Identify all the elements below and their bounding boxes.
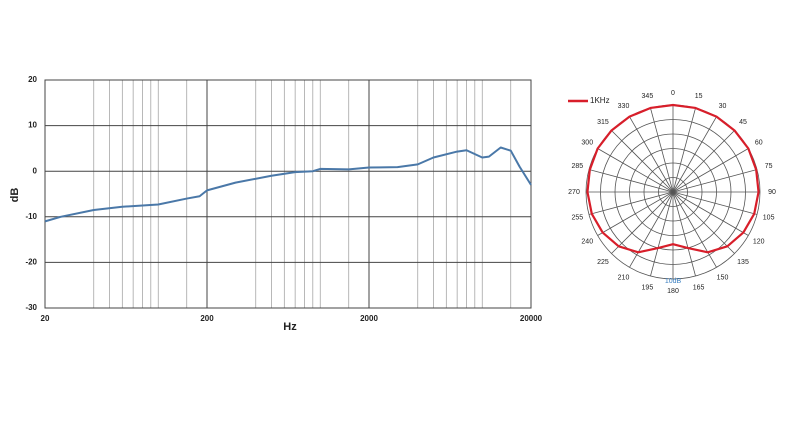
spoke xyxy=(672,191,735,254)
spoke xyxy=(597,191,674,236)
angle-label: 210 xyxy=(618,275,630,282)
angle-label: 45 xyxy=(739,119,747,126)
x-tick-label: 20 xyxy=(41,314,50,323)
angle-label: 165 xyxy=(693,284,705,291)
spoke xyxy=(672,116,717,193)
angle-label: 150 xyxy=(717,275,729,282)
spoke xyxy=(672,191,696,277)
spoke xyxy=(588,191,674,215)
angle-label: 30 xyxy=(719,103,727,110)
angle-label: 60 xyxy=(755,139,763,146)
spoke xyxy=(597,148,674,193)
spoke xyxy=(672,191,717,268)
x-tick-label: 200 xyxy=(200,314,214,323)
angle-label: 135 xyxy=(737,259,749,266)
y-tick-label: 20 xyxy=(28,75,37,84)
spoke xyxy=(672,130,735,193)
spoke xyxy=(672,191,749,236)
spoke xyxy=(650,107,674,193)
angle-label: 90 xyxy=(768,189,776,196)
y-tick-label: -20 xyxy=(25,258,37,267)
y-tick-label: -30 xyxy=(25,303,37,312)
angle-label: 75 xyxy=(765,163,773,170)
legend-label: 1KHz xyxy=(590,96,610,105)
spoke xyxy=(588,169,674,193)
spoke xyxy=(629,116,674,193)
y-axis-label: dB xyxy=(9,188,21,203)
spoke xyxy=(672,191,758,215)
angle-label: 330 xyxy=(618,103,630,110)
spoke xyxy=(611,191,674,254)
x-tick-label: 20000 xyxy=(520,314,543,323)
angle-label: 105 xyxy=(763,214,775,221)
spoke xyxy=(672,107,696,193)
polar-pattern xyxy=(586,103,760,254)
response-line xyxy=(44,146,532,223)
y-tick-label: 10 xyxy=(28,121,37,130)
spoke xyxy=(629,191,674,268)
x-tick-label: 2000 xyxy=(360,314,378,323)
angle-label: 225 xyxy=(597,259,609,266)
y-tick-label: -10 xyxy=(25,212,37,221)
plot-frame xyxy=(44,79,532,309)
spoke xyxy=(650,191,674,277)
angle-label: 0 xyxy=(671,90,675,97)
angle-label: 180 xyxy=(667,288,679,295)
angle-label: 255 xyxy=(572,214,584,221)
angle-label: 195 xyxy=(642,284,654,291)
angle-label: 270 xyxy=(568,189,580,196)
scale-label: 10dB xyxy=(665,278,682,285)
angle-label: 240 xyxy=(581,238,593,245)
spoke xyxy=(611,130,674,193)
angle-label: 15 xyxy=(695,93,703,100)
angle-label: 285 xyxy=(572,163,584,170)
spoke xyxy=(672,169,758,193)
angle-label: 120 xyxy=(753,238,765,245)
angle-label: 300 xyxy=(581,139,593,146)
angle-label: 345 xyxy=(642,93,654,100)
x-axis-label: Hz xyxy=(283,321,297,333)
angle-label: 315 xyxy=(597,119,609,126)
y-tick-label: 0 xyxy=(33,166,38,175)
spoke xyxy=(672,148,749,193)
